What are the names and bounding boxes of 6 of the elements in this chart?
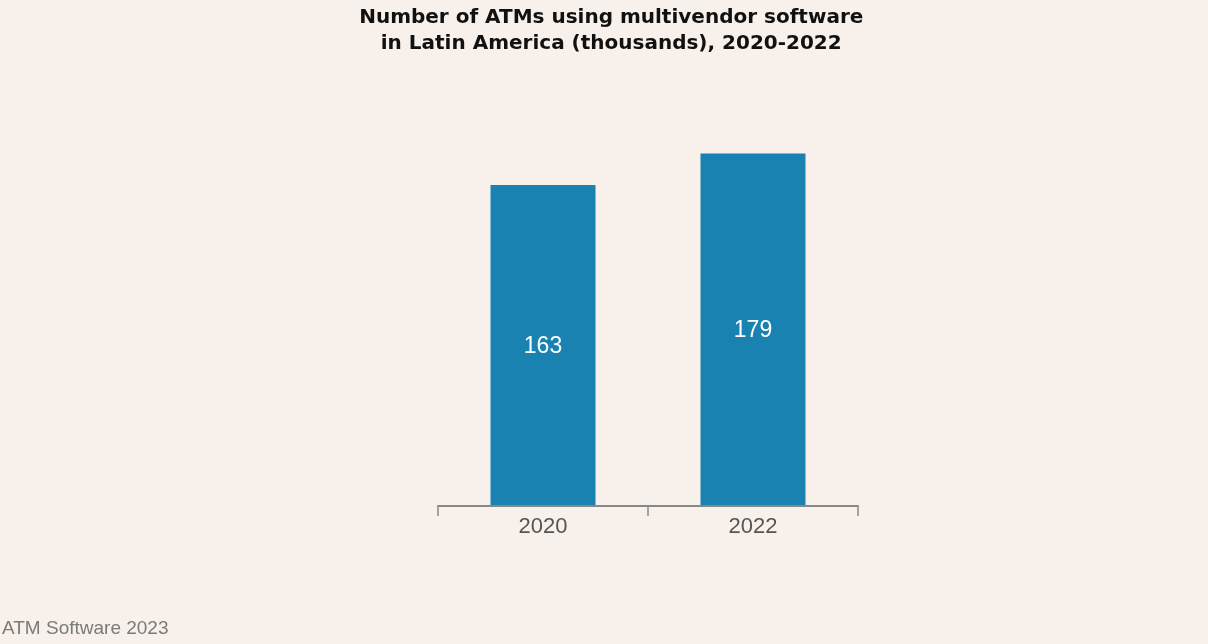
chart-title: Number of ATMs using multivendor software in Latin America (thousands), 2020-2022 bbox=[359, 3, 864, 54]
x-tick-label: 2022 bbox=[728, 513, 778, 539]
text: ATM Software 2023 bbox=[2, 617, 169, 638]
x-tick-label: 2020 bbox=[518, 513, 568, 539]
data-label: 179 bbox=[733, 316, 773, 343]
data-label: 163 bbox=[523, 331, 563, 358]
